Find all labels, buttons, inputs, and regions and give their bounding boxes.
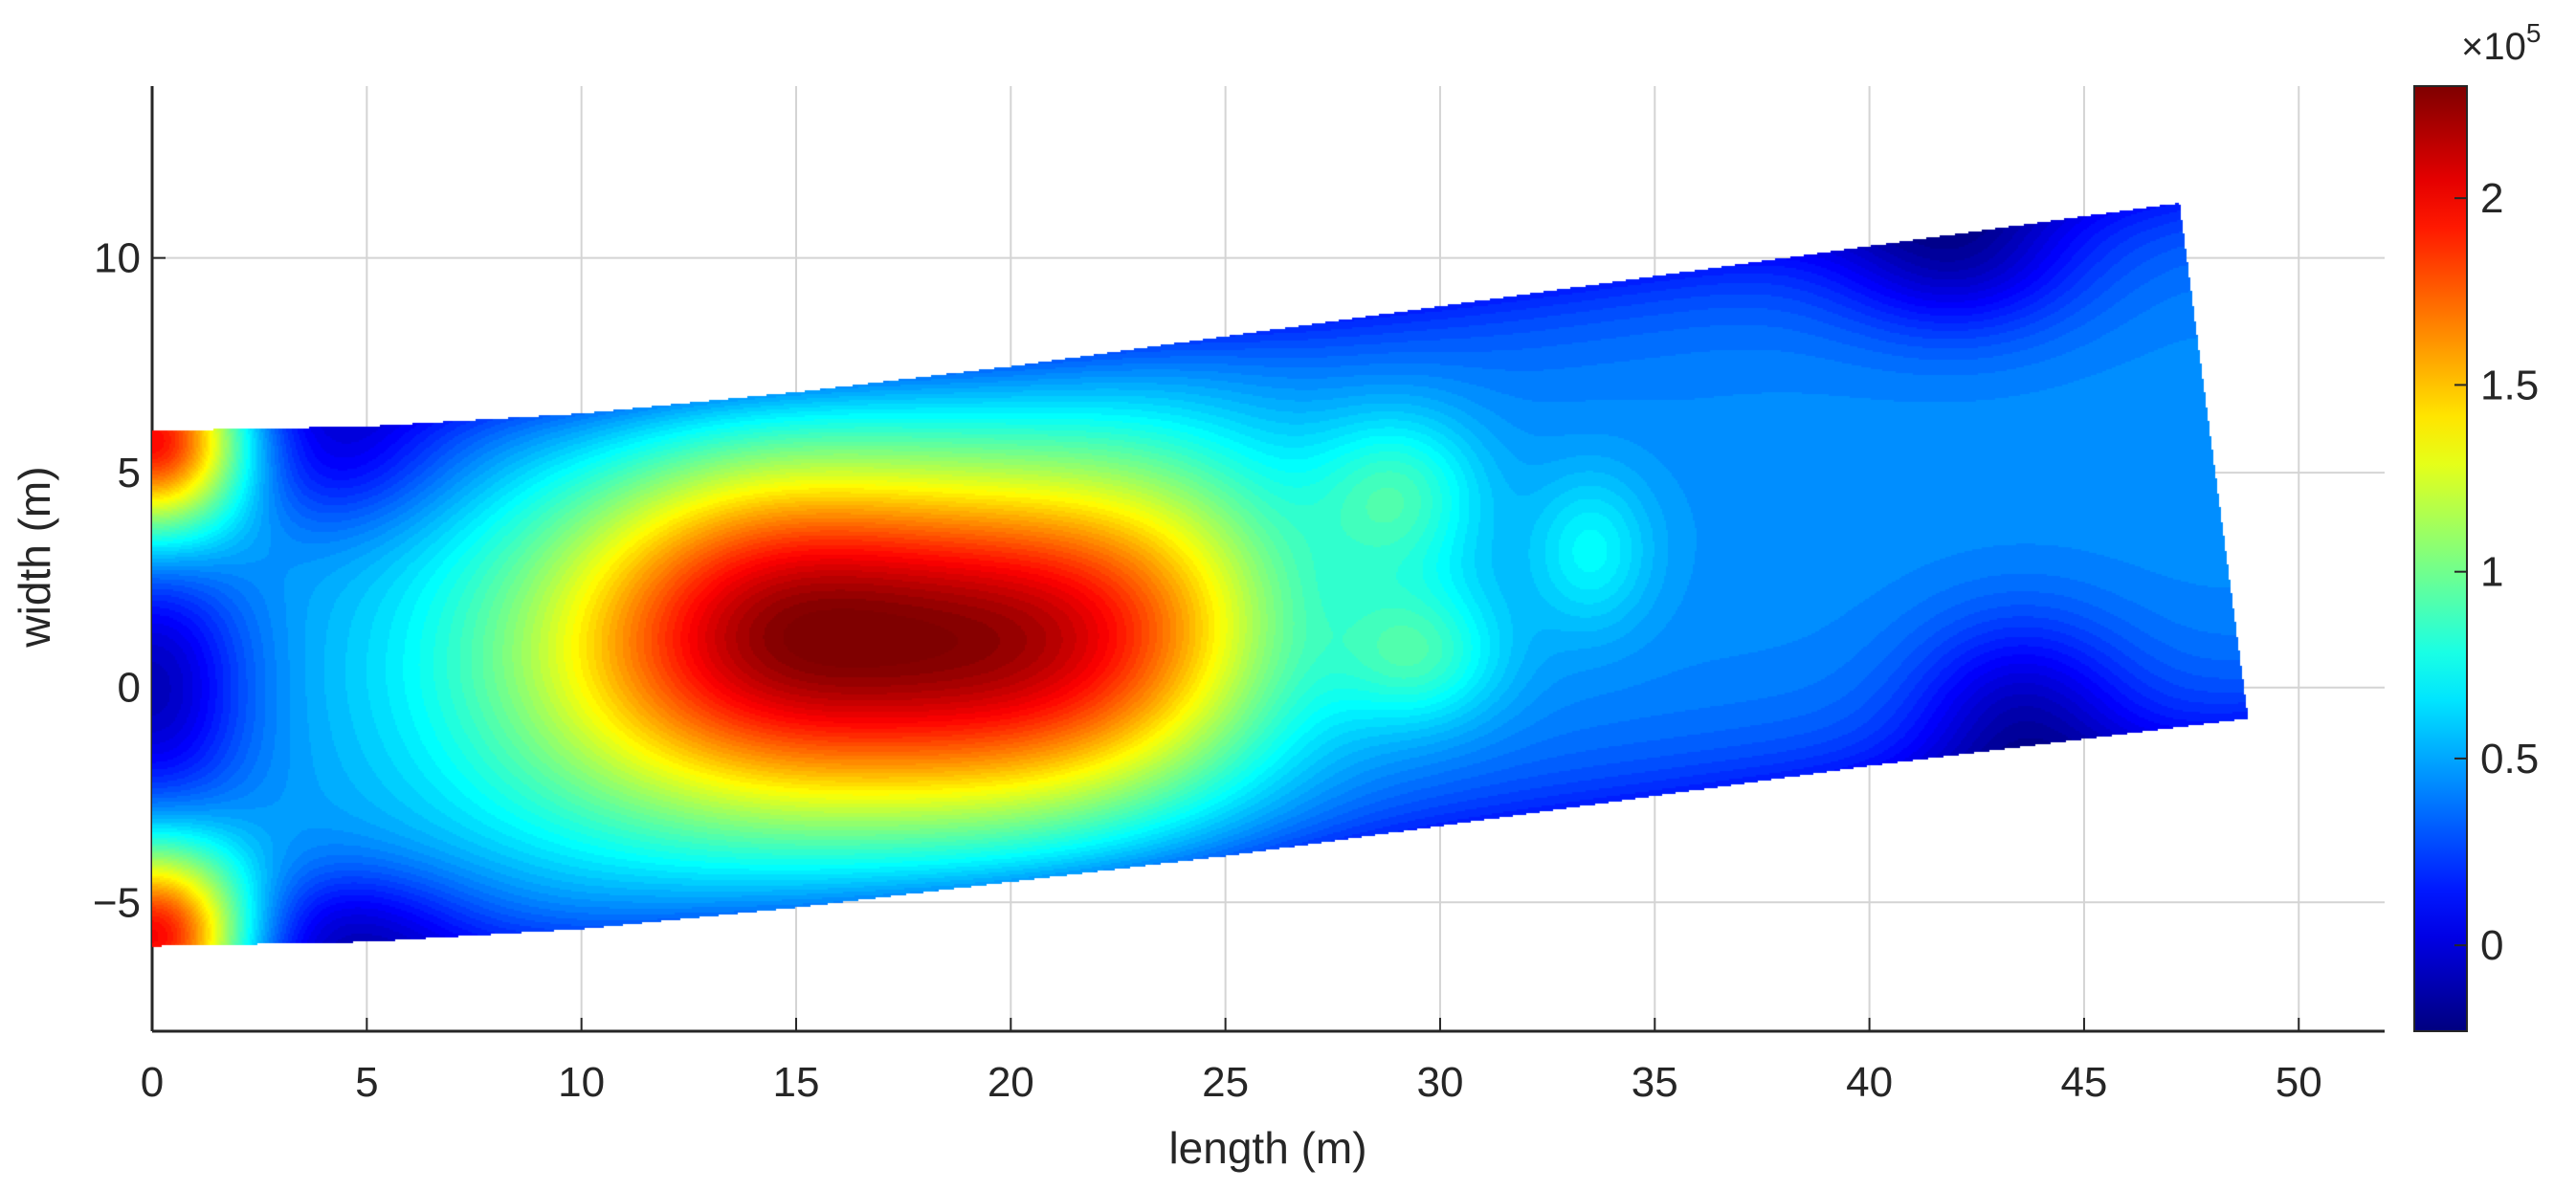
x-tick-label: 50 xyxy=(2276,1059,2322,1106)
colorbar-tick-label: 0 xyxy=(2480,922,2503,969)
x-tick-label: 25 xyxy=(1202,1059,1249,1106)
x-tick-label: 10 xyxy=(558,1059,605,1106)
colorbar-tick-label: 1.5 xyxy=(2480,362,2539,408)
x-tick-labels: 0 5 10 15 20 25 30 35 40 45 50 xyxy=(141,1059,2322,1106)
y-tick-label: 0 xyxy=(118,665,141,712)
x-tick-label: 20 xyxy=(988,1059,1034,1106)
x-tick-label: 5 xyxy=(355,1059,378,1106)
colorbar-tick-label: 1 xyxy=(2480,549,2503,596)
y-tick-label: 5 xyxy=(118,450,141,496)
contour-field xyxy=(152,86,2385,1031)
colorbar-tick-label: 2 xyxy=(2480,175,2503,222)
y-tick-label: −5 xyxy=(93,879,141,926)
x-tick-label: 30 xyxy=(1416,1059,1463,1106)
x-tick-label: 15 xyxy=(773,1059,820,1106)
y-tick-labels: −5 0 5 10 xyxy=(93,235,141,927)
x-axis-label: length (m) xyxy=(1168,1123,1366,1173)
x-tick-label: 0 xyxy=(141,1059,164,1106)
x-tick-label: 40 xyxy=(1846,1059,1893,1106)
colorbar-ticks: 0 0.5 1 1.5 2 xyxy=(2454,175,2539,969)
y-tick-label: 10 xyxy=(94,235,141,282)
colorbar-tick-label: 0.5 xyxy=(2480,736,2539,782)
y-axis-label: width (m) xyxy=(10,466,59,648)
x-tick-label: 35 xyxy=(1632,1059,1678,1106)
colorbar xyxy=(2413,85,2468,1032)
colorbar-multiplier: ×105 xyxy=(2461,18,2541,68)
x-tick-label: 45 xyxy=(2060,1059,2107,1106)
